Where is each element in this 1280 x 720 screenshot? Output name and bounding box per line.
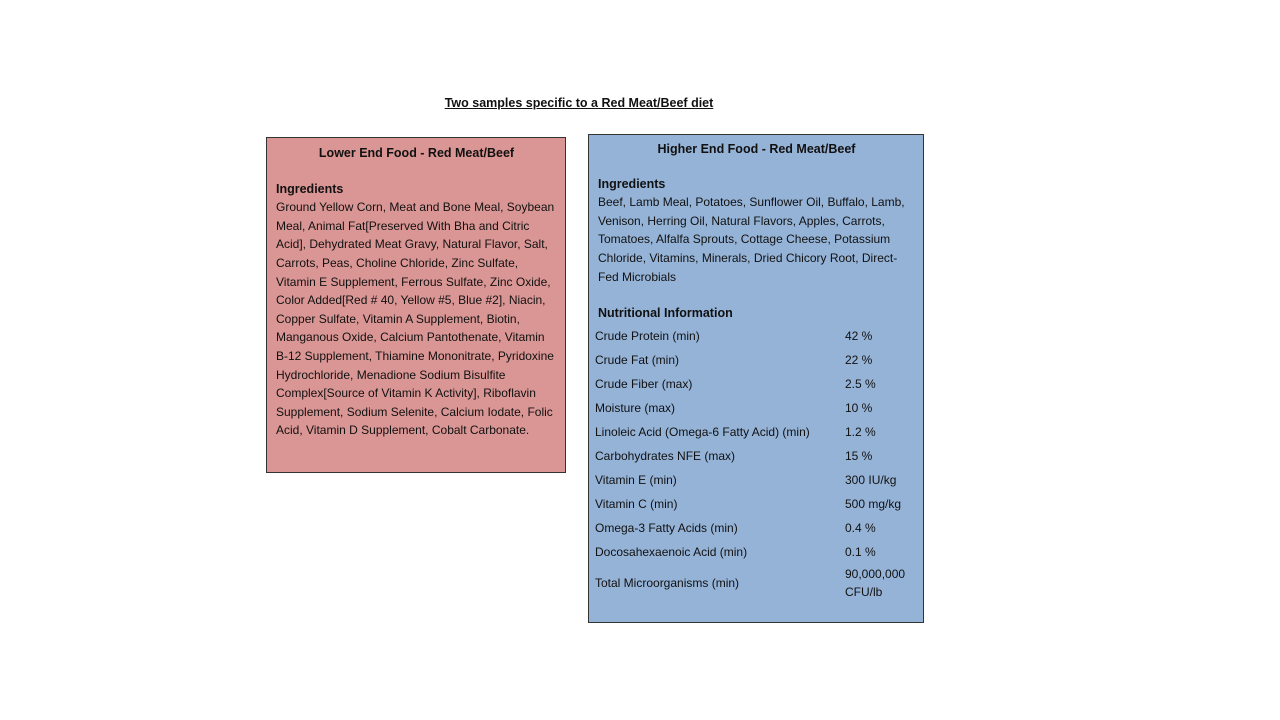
nutrition-row: Docosahexaenoic Acid (min) 0.1 %: [595, 541, 915, 565]
nutrition-value: 1.2 %: [845, 425, 876, 440]
nutrition-label: Total Microorganisms (min): [595, 576, 740, 591]
box-title: Lower End Food - Red Meat/Beef: [318, 146, 515, 160]
nutrition-row: Crude Fat (min) 22 %: [595, 349, 915, 373]
nutrition-label: Vitamin C (min): [595, 497, 678, 512]
nutrition-row: Crude Fiber (max) 2.5 %: [595, 373, 915, 397]
nutrition-value: 300 IU/kg: [845, 473, 897, 488]
nutrition-table: Crude Protein (min) 42 % Crude Fat (min) 22…: [595, 325, 915, 602]
nutrition-row: Total Microorganisms (min) 90,000,000 CFU…: [595, 565, 915, 602]
nutrition-row: Vitamin E (min) 300 IU/kg: [595, 469, 915, 493]
nutrition-label: Crude Protein (min): [595, 329, 700, 344]
nutrition-label: Docosahexaenoic Acid (min): [595, 545, 748, 560]
nutrition-row: Linoleic Acid (Omega-6 Fatty Acid) (min)…: [595, 421, 915, 445]
nutrition-value: 2.5 %: [845, 377, 876, 392]
nutrition-label: Linoleic Acid (Omega-6 Fatty Acid) (min): [595, 425, 810, 440]
ingredients-text: Beef, Lamb Meal, Potatoes, Sunflower Oil…: [598, 195, 905, 284]
nutrition-value: 0.4 %: [845, 521, 876, 536]
higher-end-box: Higher End Food - Red Meat/Beef Ingredie…: [588, 134, 924, 623]
nutrition-label: Vitamin E (min): [595, 473, 677, 488]
nutrition-label: Crude Fiber (max): [595, 377, 693, 392]
box-title: Higher End Food - Red Meat/Beef: [657, 142, 856, 156]
nutrition-label: Moisture (max): [595, 401, 676, 416]
nutrition-row: Omega-3 Fatty Acids (min) 0.4 %: [595, 517, 915, 541]
nutrition-value: 0.1 %: [845, 545, 876, 560]
nutrition-label: Carbohydrates NFE (max): [595, 449, 736, 464]
nutrition-value: 42 %: [845, 329, 873, 344]
nutrition-value: 15 %: [845, 449, 873, 464]
ingredients-heading: Ingredients: [598, 176, 666, 191]
nutrition-row: Crude Protein (min) 42 %: [595, 325, 915, 349]
nutrition-label: Omega-3 Fatty Acids (min): [595, 521, 738, 536]
nutrition-label: Crude Fat (min): [595, 353, 680, 368]
ingredients-text: Ground Yellow Corn, Meat and Bone Meal, …: [276, 200, 555, 438]
nutrition-value: 90,000,000 CFU/lb: [845, 566, 906, 600]
nutrition-row: Moisture (max) 10 %: [595, 397, 915, 421]
nutrition-value: 10 %: [845, 401, 873, 416]
lower-end-box: Lower End Food - Red Meat/Beef Ingredien…: [266, 137, 566, 473]
ingredients-heading: Ingredients: [276, 181, 344, 196]
nutrition-value: 22 %: [845, 353, 873, 368]
nutrition-row: Carbohydrates NFE (max) 15 %: [595, 445, 915, 469]
nutrition-value: 500 mg/kg: [845, 497, 902, 512]
nutrition-heading: Nutritional Information: [598, 306, 733, 321]
page-title: Two samples specific to a Red Meat/Beef …: [444, 96, 714, 110]
nutrition-row: Vitamin C (min) 500 mg/kg: [595, 493, 915, 517]
